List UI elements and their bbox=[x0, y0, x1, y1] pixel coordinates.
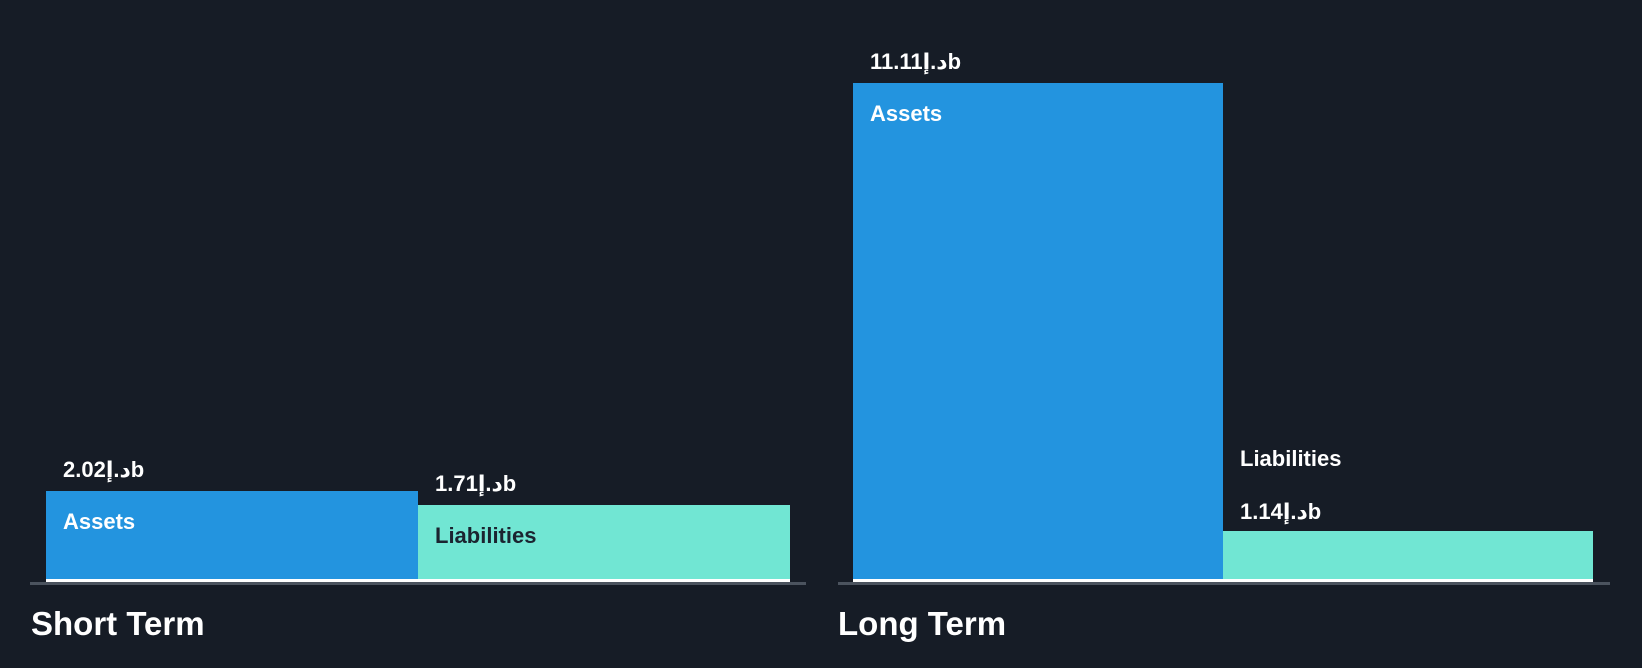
short-term-assets-label: Assets bbox=[63, 509, 136, 534]
short-term-liabilities-value: 1.71د.إb bbox=[435, 471, 517, 496]
long-term-assets-label: Assets bbox=[870, 101, 943, 126]
long-term-liabilities-bar[interactable] bbox=[1223, 531, 1593, 582]
long-term-liabilities-value: 1.14د.إb bbox=[1240, 499, 1322, 524]
short-term-liabilities-bar[interactable] bbox=[418, 505, 790, 582]
short-term-assets-bar[interactable] bbox=[46, 491, 418, 582]
long-term-liabilities-label: Liabilities bbox=[1240, 446, 1342, 471]
long-term-assets-bar[interactable] bbox=[853, 83, 1223, 582]
short-term-title: Short Term bbox=[31, 605, 205, 642]
long-term-axis-line bbox=[838, 582, 1610, 585]
long-term-assets-value: 11.11د.إb bbox=[870, 49, 962, 74]
short-term-liabilities-label: Liabilities bbox=[435, 523, 537, 548]
long-term-title: Long Term bbox=[838, 605, 1007, 642]
short-term-assets-value: 2.02د.إb bbox=[63, 457, 145, 482]
short-term-axis-line bbox=[30, 582, 806, 585]
